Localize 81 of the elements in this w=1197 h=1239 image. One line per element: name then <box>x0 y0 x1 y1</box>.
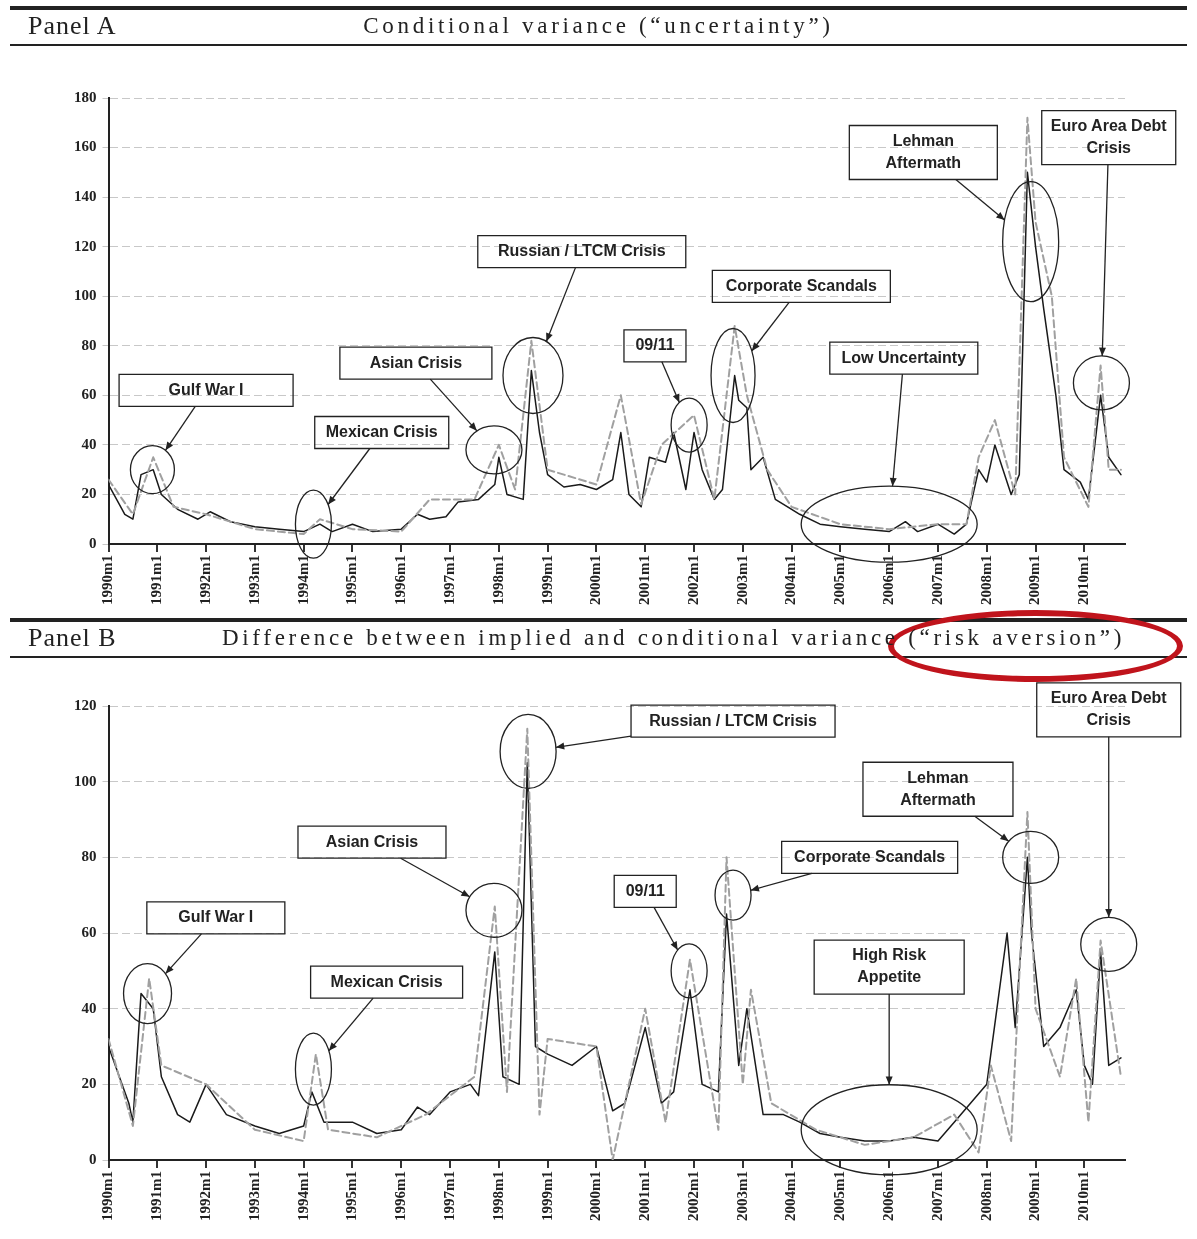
x-tick-label: 1991m1 <box>148 555 165 605</box>
annotation: Gulf War I <box>178 908 254 926</box>
x-tick-label: 1999m1 <box>538 555 555 605</box>
x-tick-label: 1994m1 <box>294 555 311 605</box>
chart-subtitle: Difference between implied and conditional variance (“risk aversion”) <box>220 625 1127 651</box>
annotation: Euro Area Debt Crisis <box>1050 117 1168 157</box>
annotation: Asian Crisis <box>369 353 463 371</box>
x-tick-label: 2003m1 <box>733 1171 750 1221</box>
x-tick-label: 2007m1 <box>928 1171 945 1221</box>
x-tick-label: 2001m1 <box>636 1171 653 1221</box>
y-tick-label: 120 <box>74 237 97 254</box>
annotation: Mexican Crisis <box>330 972 443 990</box>
x-tick-label: 2002m1 <box>684 555 701 605</box>
annotation: Euro Area Debt Crisis <box>1050 689 1168 729</box>
y-tick-label: 20 <box>81 485 97 502</box>
annotation: Russian / LTCM Crisis <box>497 242 666 260</box>
annotation: Mexican Crisis <box>325 422 438 440</box>
x-tick-label: 1999m1 <box>538 1171 555 1221</box>
x-tick-label: 2010m1 <box>1075 555 1092 605</box>
y-tick-label: 180 <box>74 88 97 105</box>
annotation: Lehman Aftermath <box>885 131 962 171</box>
y-tick-label: 100 <box>74 287 97 304</box>
x-tick-label: 2001m1 <box>636 555 653 605</box>
x-tick-label: 1996m1 <box>392 1171 409 1221</box>
x-tick-label: 2008m1 <box>977 555 994 605</box>
y-tick-label: 100 <box>74 772 97 789</box>
x-tick-label: 1991m1 <box>148 1171 165 1221</box>
x-tick-label: 2002m1 <box>684 1171 701 1221</box>
x-tick-label: 1998m1 <box>489 555 506 605</box>
y-tick-label: 160 <box>74 138 97 155</box>
y-tick-label: 0 <box>89 1150 97 1167</box>
y-tick-label: 60 <box>81 386 97 403</box>
x-tick-label: 2006m1 <box>880 1171 897 1221</box>
x-tick-label: 2004m1 <box>782 555 799 605</box>
x-tick-label: 1996m1 <box>392 555 409 605</box>
chart-title: Panel A <box>28 11 117 41</box>
x-tick-label: 1995m1 <box>343 555 360 605</box>
annotation: Corporate Scandals <box>725 276 878 294</box>
x-tick-label: 1992m1 <box>196 555 213 605</box>
x-tick-label: 2005m1 <box>831 1171 848 1221</box>
x-tick-label: 1992m1 <box>196 1171 213 1221</box>
annotation: 09/11 <box>635 336 675 354</box>
x-tick-label: 2009m1 <box>1026 555 1043 605</box>
x-tick-label: 1997m1 <box>440 1171 457 1221</box>
x-tick-label: 2003m1 <box>733 555 750 605</box>
y-tick-label: 140 <box>74 187 97 204</box>
y-tick-label: 60 <box>81 923 97 940</box>
x-tick-label: 1990m1 <box>99 555 116 605</box>
x-tick-label: 2000m1 <box>587 555 604 605</box>
x-tick-label: 2000m1 <box>587 1171 604 1221</box>
annotation: Russian / LTCM Crisis <box>649 711 818 729</box>
annotation: Lehman Aftermath <box>900 768 976 808</box>
y-tick-label: 40 <box>81 999 97 1016</box>
annotation: Gulf War I <box>168 380 244 398</box>
x-tick-label: 2008m1 <box>977 1171 994 1221</box>
annotation: Corporate Scandals <box>794 847 946 865</box>
chart-title: Panel B <box>28 623 117 653</box>
y-tick-label: 0 <box>89 534 97 551</box>
annotation: 09/11 <box>625 881 665 899</box>
annotation: Asian Crisis <box>325 832 419 850</box>
x-tick-label: 2006m1 <box>880 555 897 605</box>
annotation: Low Uncertainty <box>841 348 967 366</box>
y-tick-label: 80 <box>81 336 97 353</box>
x-tick-label: 2009m1 <box>1026 1171 1043 1221</box>
x-tick-label: 1990m1 <box>99 1171 116 1221</box>
x-tick-label: 1994m1 <box>294 1171 311 1221</box>
x-tick-label: 2010m1 <box>1075 1171 1092 1221</box>
y-tick-label: 80 <box>81 848 97 865</box>
y-tick-label: 20 <box>81 1075 97 1092</box>
chart-subtitle: Conditional variance (“uncertainty”) <box>363 13 834 38</box>
x-tick-label: 2005m1 <box>831 555 848 605</box>
y-tick-label: 40 <box>81 435 97 452</box>
x-tick-label: 2004m1 <box>782 1171 799 1221</box>
x-tick-label: 1995m1 <box>343 1171 360 1221</box>
annotation: High Risk Appetite <box>852 946 927 986</box>
x-tick-label: 1993m1 <box>245 555 262 605</box>
y-tick-label: 120 <box>74 696 97 713</box>
x-tick-label: 1993m1 <box>245 1171 262 1221</box>
x-tick-label: 1998m1 <box>489 1171 506 1221</box>
x-tick-label: 1997m1 <box>440 555 457 605</box>
x-tick-label: 2007m1 <box>928 555 945 605</box>
